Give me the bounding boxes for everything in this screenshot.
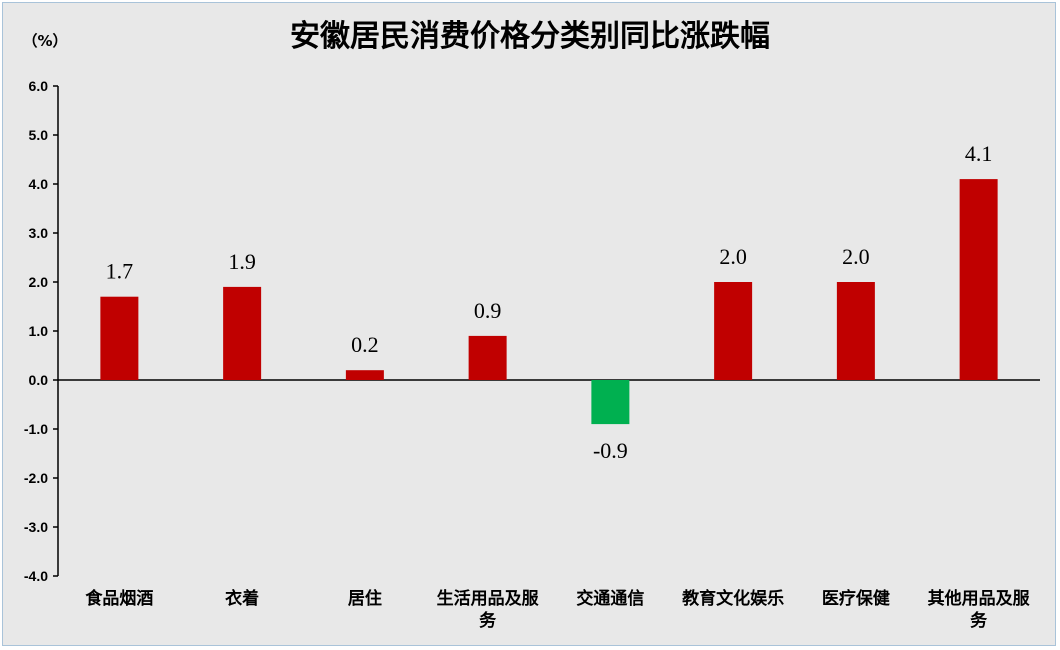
chart-title: 安徽居民消费价格分类别同比涨跌幅 (290, 19, 770, 54)
y-axis-unit-label: （%） (22, 32, 67, 50)
category-label: 居住 (348, 588, 382, 609)
data-label: 2.0 (842, 244, 870, 269)
y-tick-label: 4.0 (29, 176, 49, 192)
y-tick-label: -4.0 (24, 568, 48, 584)
bar (714, 282, 753, 380)
category-label: 其他用品及服 (928, 588, 1031, 609)
category-label: 交通通信 (576, 588, 644, 609)
y-tick-label: 5.0 (29, 127, 49, 143)
y-tick-label: -1.0 (24, 421, 48, 437)
y-tick-label: 3.0 (29, 225, 49, 241)
y-tick-label: 0.0 (29, 372, 49, 388)
bar (959, 179, 998, 380)
bar (100, 296, 139, 380)
data-label: 1.9 (228, 249, 256, 274)
data-label: 4.1 (965, 141, 993, 166)
y-tick-label: 2.0 (29, 274, 49, 290)
category-label: 务 (479, 610, 497, 631)
data-labels: 1.7 1.9 0.2 0.9 -0.9 2.0 2.0 4.1 (106, 141, 993, 463)
bar (468, 335, 507, 380)
bar (591, 380, 630, 425)
category-label: 务 (970, 610, 988, 631)
y-tick-label: -2.0 (24, 470, 48, 486)
axes: 6.0 5.0 4.0 3.0 2.0 1.0 0.0 -1.0 -2.0 -3.0 -4.0 (24, 78, 1040, 584)
bar (223, 286, 262, 380)
bar (836, 282, 875, 380)
bar (345, 370, 384, 380)
y-tick-label: -3.0 (24, 519, 48, 535)
category-label: 食品烟酒 (85, 588, 153, 609)
y-tick-label: 1.0 (29, 323, 49, 339)
data-label: 1.7 (106, 259, 134, 284)
category-label: 生活用品及服 (437, 588, 540, 609)
category-label: 教育文化娱乐 (681, 588, 784, 609)
y-tick-label: 6.0 (29, 78, 49, 94)
data-label: 0.2 (351, 332, 379, 357)
data-label: 0.9 (474, 298, 502, 323)
bars (100, 179, 998, 425)
category-label: 衣着 (225, 588, 259, 609)
data-label: 2.0 (719, 244, 747, 269)
category-label: 医疗保健 (822, 588, 890, 609)
data-label: -0.9 (593, 438, 628, 463)
